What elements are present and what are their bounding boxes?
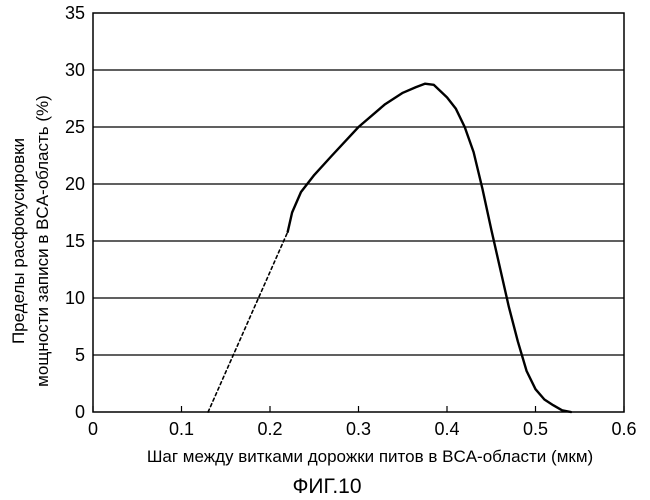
- series-lines: [208, 84, 571, 412]
- y-tick-label: 10: [65, 288, 85, 308]
- y-tick-label: 0: [75, 402, 85, 422]
- y-tick-label: 5: [75, 345, 85, 365]
- y-axis-label-line1: Пределы расфокусировки: [9, 138, 28, 344]
- plot-frame: [93, 13, 624, 412]
- x-tick-label: 0.4: [434, 419, 459, 439]
- y-axis-label-line2: мощности записи в BCA-область (%): [33, 95, 52, 387]
- y-tick-label: 25: [65, 117, 85, 137]
- series-line-solid: [288, 84, 571, 412]
- x-tick-label: 0.3: [346, 419, 371, 439]
- y-tick-label: 35: [65, 3, 85, 23]
- y-tick-label: 15: [65, 231, 85, 251]
- x-axis-label: Шаг между витками дорожки питов в BCA-об…: [147, 447, 593, 466]
- x-tick-label: 0.5: [523, 419, 548, 439]
- x-tick-labels: 0 0.1 0.2 0.3 0.4 0.5 0.6: [88, 406, 637, 439]
- figure-caption: ФИГ.10: [292, 475, 361, 498]
- x-tick-label: 0.2: [257, 419, 282, 439]
- y-tick-labels: 0 5 10 15 20 25 30 35: [65, 3, 85, 422]
- series-line-dashed: [208, 232, 288, 412]
- x-tick-label: 0: [88, 419, 98, 439]
- y-tick-label: 20: [65, 174, 85, 194]
- gridlines: [93, 70, 624, 355]
- x-tick-label: 0.6: [611, 419, 636, 439]
- y-tick-label: 30: [65, 60, 85, 80]
- x-tick-label: 0.1: [169, 419, 194, 439]
